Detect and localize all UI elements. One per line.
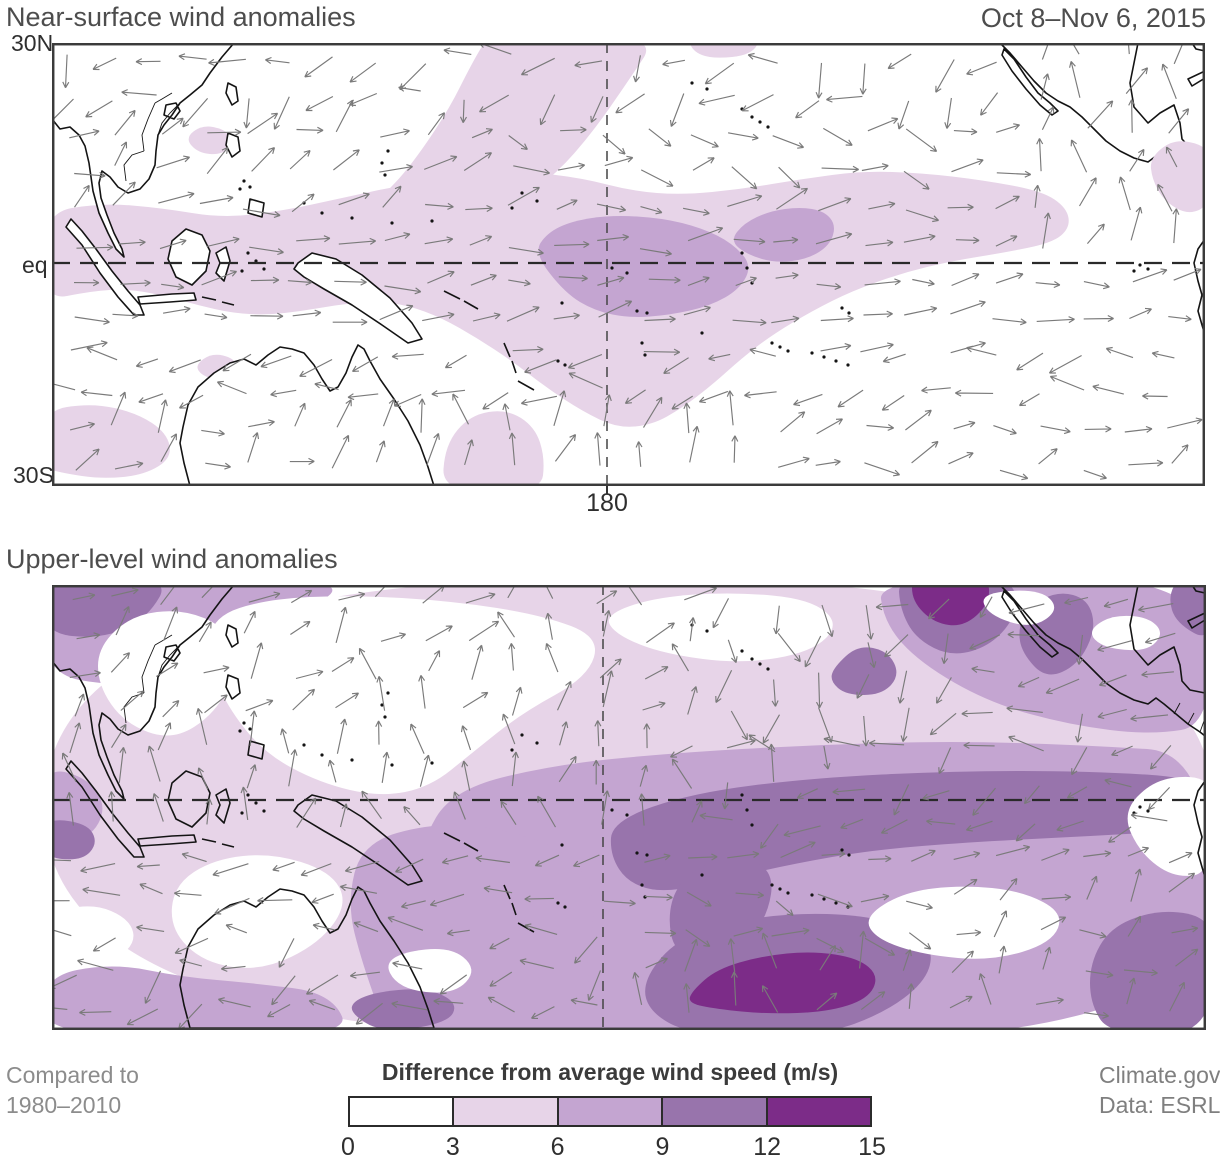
legend-colorbar xyxy=(348,1096,872,1127)
lat-label-eq: eq xyxy=(22,252,48,278)
map-frame xyxy=(52,43,1205,486)
legend-tick-label: 12 xyxy=(753,1133,782,1161)
source-line1: Climate.gov xyxy=(1099,1062,1220,1088)
coastlines xyxy=(52,585,1206,1029)
legend-tick-label: 6 xyxy=(550,1133,565,1161)
anomaly-shading-over-land xyxy=(1150,141,1205,213)
wind-anomaly-arrows xyxy=(52,43,1203,481)
upper-level-wind-map xyxy=(52,585,1206,1030)
lon-label-180: 180 xyxy=(586,489,628,517)
legend-color-cell xyxy=(558,1098,664,1125)
anomaly-shading xyxy=(52,585,1206,1030)
legend-title: Difference from average wind speed (m/s) xyxy=(381,1059,839,1085)
panel-title-upper-level: Upper-level wind anomalies xyxy=(6,544,338,574)
date-range-label: Oct 8–Nov 6, 2015 xyxy=(980,3,1206,33)
legend-tick-label: 0 xyxy=(341,1133,355,1161)
wind-anomaly-arrows xyxy=(52,585,1199,1030)
legend-tick-labels: 0 3 6 9 12 15 xyxy=(0,1133,1220,1163)
source-attribution: Climate.gov Data: ESRL xyxy=(1099,1060,1220,1120)
legend-tick-label: 15 xyxy=(858,1133,886,1161)
near-surface-wind-map xyxy=(52,43,1205,486)
source-line2: Data: ESRL xyxy=(1099,1092,1220,1118)
anomaly-shading xyxy=(52,43,1069,486)
legend-color-cell xyxy=(663,1098,768,1125)
lat-label-30s: 30S xyxy=(13,462,54,488)
legend-color-cell xyxy=(767,1098,871,1125)
baseline-period-note: Compared to 1980–2010 xyxy=(6,1060,139,1120)
lon-tick-180 xyxy=(606,486,608,494)
map-frame xyxy=(52,585,1206,1030)
legend-tick-label: 9 xyxy=(655,1133,670,1161)
reference-lines xyxy=(52,585,1206,1030)
baseline-line2: 1980–2010 xyxy=(6,1092,122,1118)
reference-lines xyxy=(52,43,1205,486)
legend-color-cell xyxy=(454,1098,559,1125)
panel-title-near-surface: Near-surface wind anomalies xyxy=(6,2,356,32)
lat-label-30n: 30N xyxy=(11,30,54,56)
coastlines xyxy=(52,43,1205,486)
legend-tick-label: 3 xyxy=(445,1133,460,1161)
legend-color-cell xyxy=(350,1098,455,1125)
baseline-line1: Compared to xyxy=(6,1062,139,1088)
